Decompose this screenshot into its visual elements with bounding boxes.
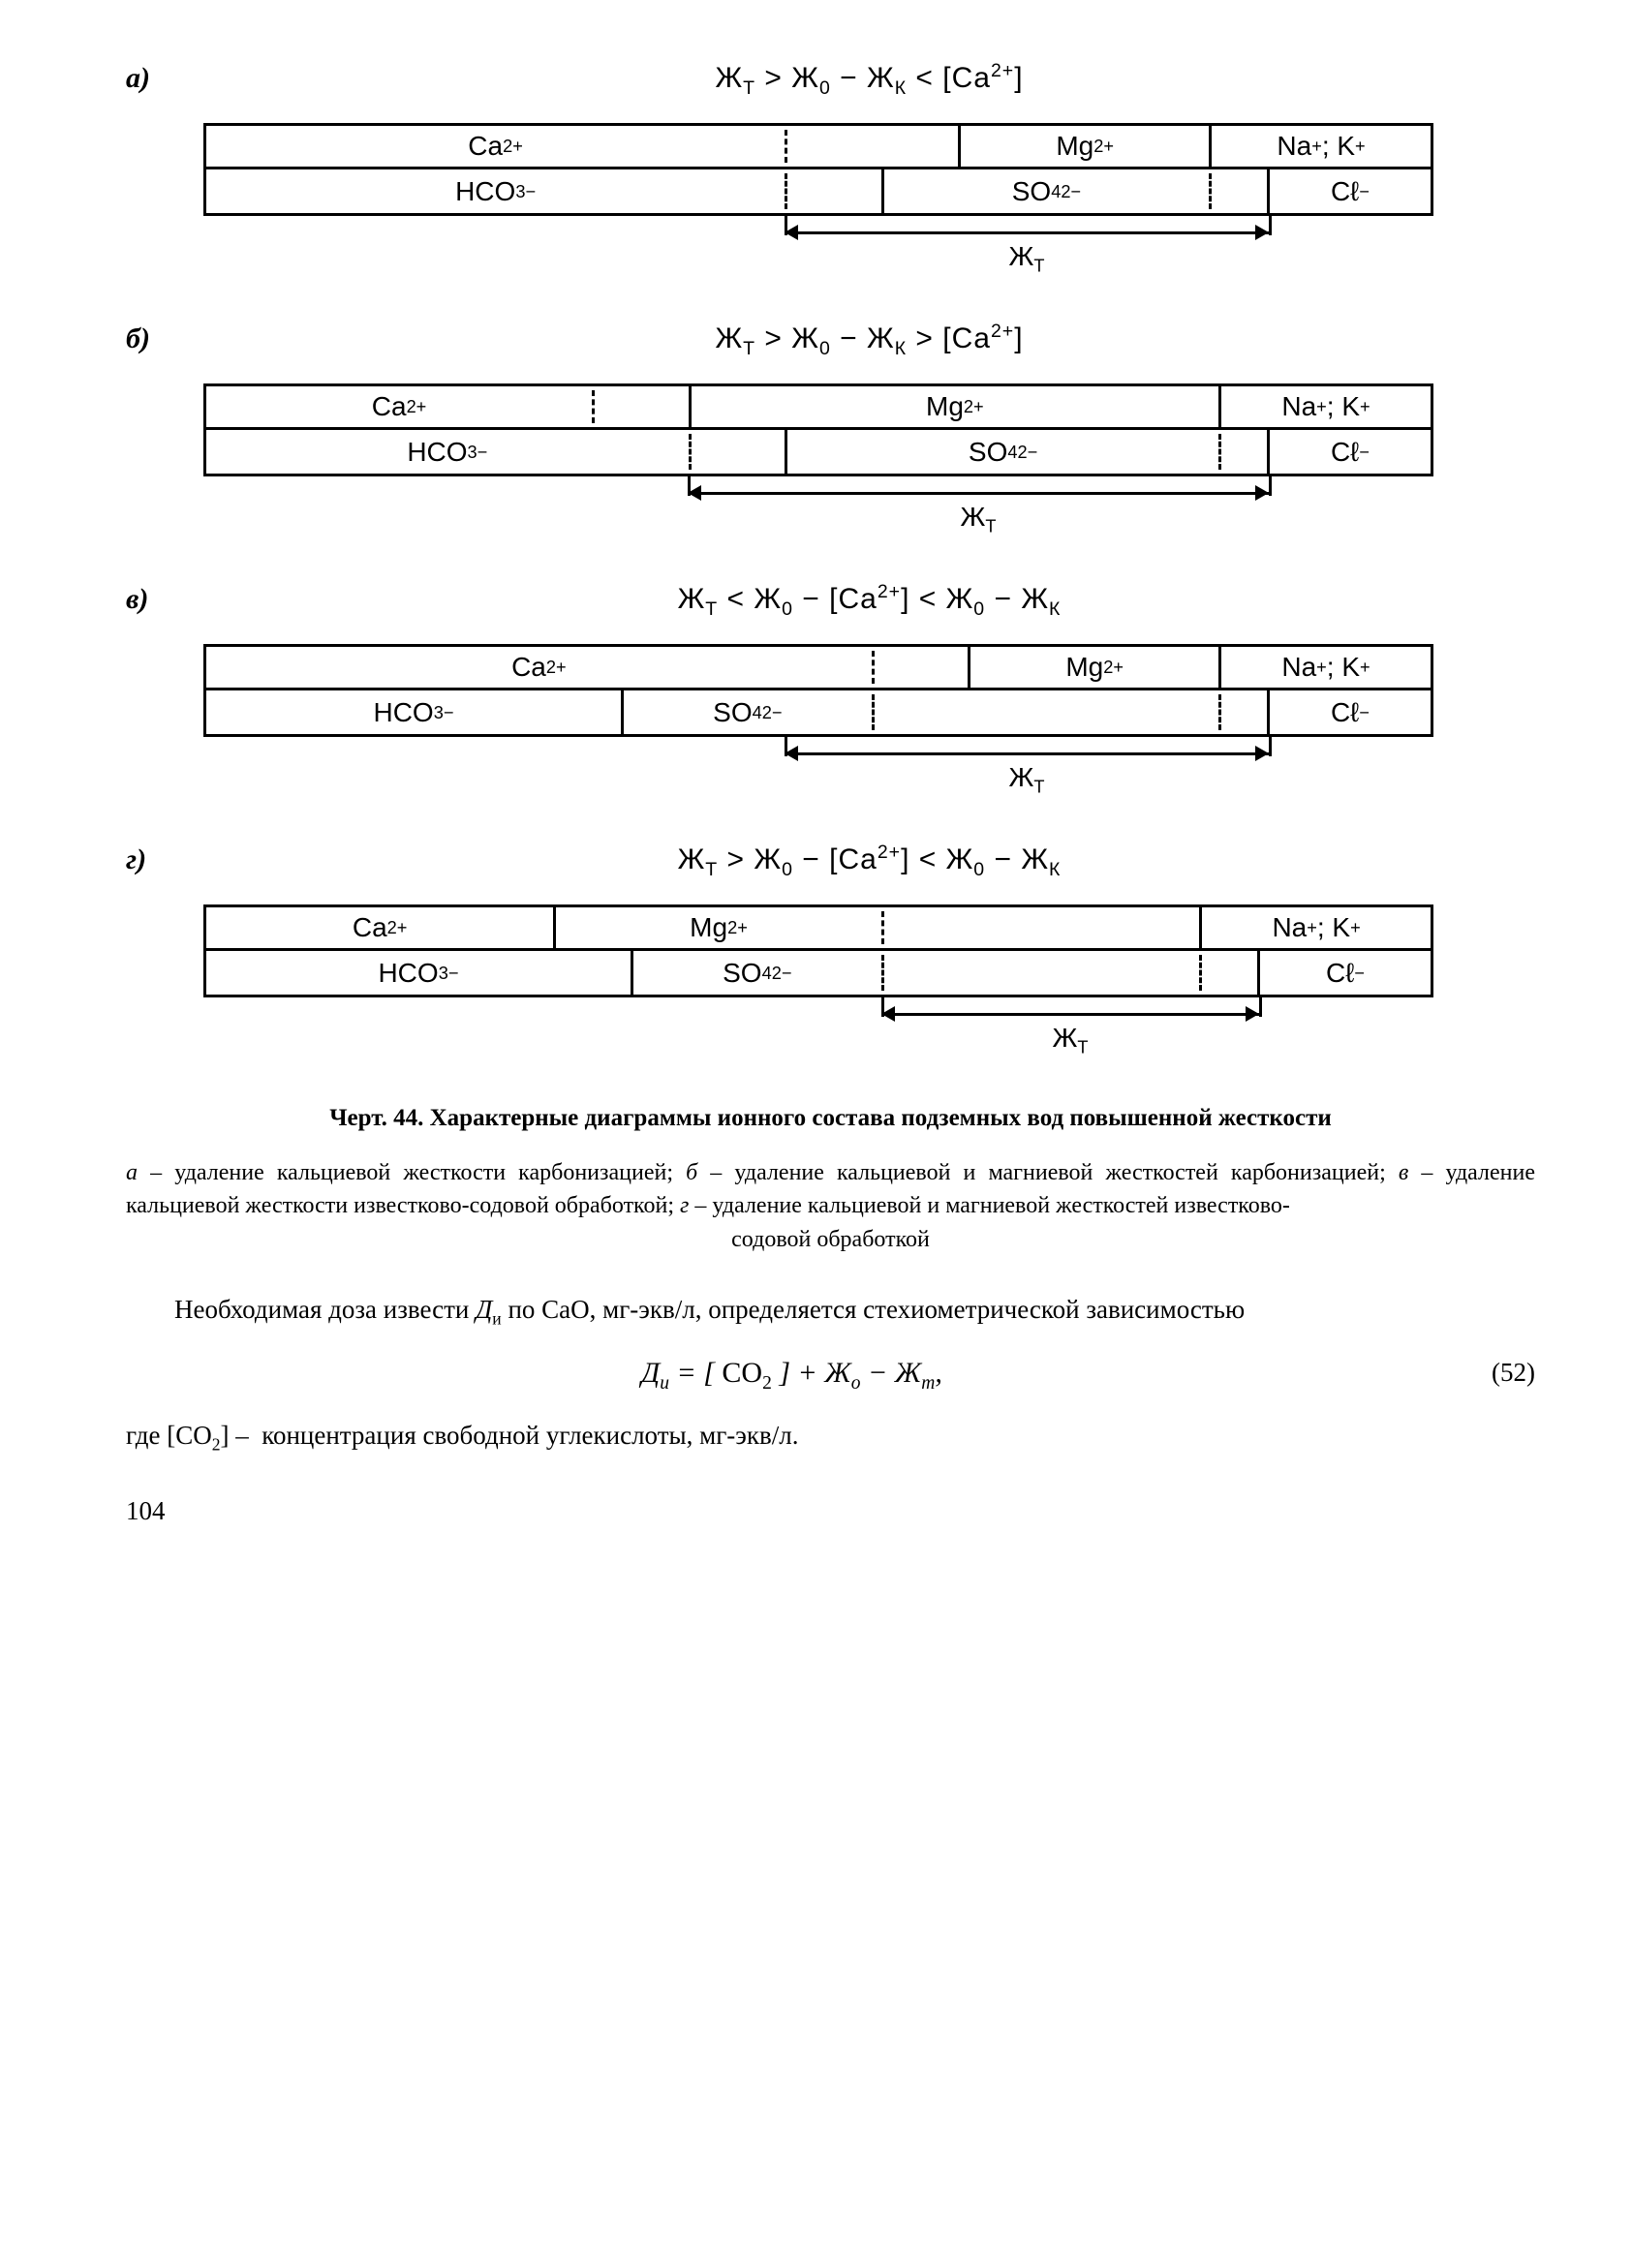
page-number: 104 xyxy=(126,1493,1535,1530)
ion-cell: HCO3− xyxy=(206,169,785,213)
ion-cell: SO42− xyxy=(785,430,1218,474)
figure-legend: а – удаление кальциевой жесткости карбон… xyxy=(126,1156,1535,1257)
ion-cell xyxy=(872,690,1218,734)
diagram-formula: ЖТ > Ж0 − ЖК < [Ca2+] xyxy=(203,58,1535,99)
ion-bar: HCO3− SO42− Cℓ− xyxy=(203,430,1433,476)
hardness-bracket: ЖТ xyxy=(203,743,1433,791)
diagram-header: в)ЖТ < Ж0 − [Ca2+] < Ж0 − ЖК xyxy=(126,579,1535,620)
hardness-label: ЖТ xyxy=(1053,1019,1089,1057)
hardness-bracket: ЖТ xyxy=(203,482,1433,531)
diagram-formula: ЖТ > Ж0 − ЖК > [Ca2+] xyxy=(203,319,1535,359)
ion-cell: Na+; K+ xyxy=(1218,647,1431,688)
ion-cell: Mg2+ xyxy=(689,386,1218,427)
ion-cell: SO42− xyxy=(631,951,881,995)
diagram-letter: г) xyxy=(126,840,203,880)
ion-cell xyxy=(1218,690,1267,734)
diagram-header: а)ЖТ > Ж0 − ЖК < [Ca2+] xyxy=(126,58,1535,99)
ion-cell xyxy=(592,386,689,427)
ion-bar: Ca2+ Mg2+Na+; K+ xyxy=(203,383,1433,430)
ion-cell: Ca2+ xyxy=(206,907,553,948)
bar-wrap: Ca2+ Mg2+Na+ ; K+ HCO3− SO42− Cℓ− ЖТ xyxy=(203,123,1433,270)
diagram-block-3: г)ЖТ > Ж0 − [Ca2+] < Ж0 − ЖК Ca2+Mg2+ Na+ … xyxy=(126,840,1535,1052)
ion-cell: Cℓ− xyxy=(1267,430,1431,474)
ion-cell: Mg2+ xyxy=(968,647,1218,688)
ion-cell xyxy=(881,907,1199,948)
ion-cell xyxy=(881,951,1199,995)
hardness-label: ЖТ xyxy=(1009,237,1045,275)
diagram-block-0: а)ЖТ > Ж0 − ЖК < [Ca2+]Ca2+Mg2+Na+ ; K+H… xyxy=(126,58,1535,270)
ion-cell xyxy=(785,126,958,167)
diagrams-container: а)ЖТ > Ж0 − ЖК < [Ca2+]Ca2+Mg2+Na+ ; K+H… xyxy=(126,58,1535,1052)
ion-bar: HCO3− SO42− Cℓ− xyxy=(203,169,1433,216)
ion-cell: Na+ ; K+ xyxy=(1199,907,1431,948)
hardness-bracket: ЖТ xyxy=(203,222,1433,270)
ion-bar: HCO3−SO42− Cℓ− xyxy=(203,951,1433,997)
ion-cell: Ca2+ xyxy=(206,386,592,427)
ion-cell xyxy=(785,169,881,213)
ion-cell xyxy=(689,430,785,474)
diagram-block-1: б)ЖТ > Ж0 − ЖК > [Ca2+]Ca2+Mg2+Na+; K+HC… xyxy=(126,319,1535,531)
ion-cell: SO42− xyxy=(881,169,1209,213)
bar-wrap: Ca2+ Mg2+Na+; K+ HCO3−SO42− Cℓ− ЖТ xyxy=(203,644,1433,791)
equation-number: (52) xyxy=(1458,1355,1535,1392)
ion-cell: Ca2+ xyxy=(206,126,785,167)
ion-cell: Cℓ− xyxy=(1257,951,1431,995)
hardness-bracket: ЖТ xyxy=(203,1003,1433,1052)
bar-wrap: Ca2+ Mg2+Na+; K+ HCO3− SO42− Cℓ− ЖТ xyxy=(203,383,1433,531)
figure-caption: Черт. 44. Характерные диаграммы ионного … xyxy=(126,1100,1535,1137)
hardness-label: ЖТ xyxy=(961,498,997,536)
ion-bar: Ca2+Mg2+ Na+ ; K+ xyxy=(203,904,1433,951)
diagram-formula: ЖТ > Ж0 − [Ca2+] < Ж0 − ЖК xyxy=(203,840,1535,880)
diagram-letter: в) xyxy=(126,579,203,620)
ion-bar: HCO3−SO42− Cℓ− xyxy=(203,690,1433,737)
diagram-formula: ЖТ < Ж0 − [Ca2+] < Ж0 − ЖК xyxy=(203,579,1535,620)
diagram-letter: б) xyxy=(126,319,203,359)
equation-row: Ди = [ CO2 ] + Жо − Жт, (52) xyxy=(126,1353,1535,1394)
ion-bar: Ca2+ Mg2+Na+ ; K+ xyxy=(203,123,1433,169)
diagram-header: г)ЖТ > Ж0 − [Ca2+] < Ж0 − ЖК xyxy=(126,840,1535,880)
ion-cell: HCO3− xyxy=(206,690,621,734)
ion-cell: Cℓ− xyxy=(1267,169,1431,213)
diagram-letter: а) xyxy=(126,58,203,99)
ion-cell xyxy=(1209,169,1267,213)
ion-cell: Na+; K+ xyxy=(1218,386,1431,427)
legend-last-line: содовой обработкой xyxy=(126,1223,1535,1257)
ion-cell: Na+ ; K+ xyxy=(1209,126,1431,167)
ion-cell xyxy=(1199,951,1257,995)
diagram-block-2: в)ЖТ < Ж0 − [Ca2+] < Ж0 − ЖК Ca2+ Mg2+Na+;… xyxy=(126,579,1535,791)
legend-main-text: а – удаление кальциевой жесткости карбон… xyxy=(126,1160,1535,1219)
where-clause: где [CO2] – концентрация свободной углек… xyxy=(126,1418,1535,1455)
body-paragraph: Необходимая доза извести Ди по CaO, мг-э… xyxy=(126,1291,1535,1329)
ion-cell: Cℓ− xyxy=(1267,690,1431,734)
ion-cell xyxy=(872,647,969,688)
bar-wrap: Ca2+Mg2+ Na+ ; K+ HCO3−SO42− Cℓ− ЖТ xyxy=(203,904,1433,1052)
ion-cell xyxy=(1218,430,1267,474)
hardness-label: ЖТ xyxy=(1009,758,1045,796)
ion-cell: Mg2+ xyxy=(553,907,880,948)
ion-cell: Mg2+ xyxy=(958,126,1209,167)
ion-cell: HCO3− xyxy=(206,951,631,995)
diagram-header: б)ЖТ > Ж0 − ЖК > [Ca2+] xyxy=(126,319,1535,359)
ion-cell: Ca2+ xyxy=(206,647,872,688)
ion-cell: SO42− xyxy=(621,690,872,734)
ion-cell: HCO3− xyxy=(206,430,689,474)
equation-52: Ди = [ CO2 ] + Жо − Жт, xyxy=(126,1353,1458,1394)
ion-bar: Ca2+ Mg2+Na+; K+ xyxy=(203,644,1433,690)
